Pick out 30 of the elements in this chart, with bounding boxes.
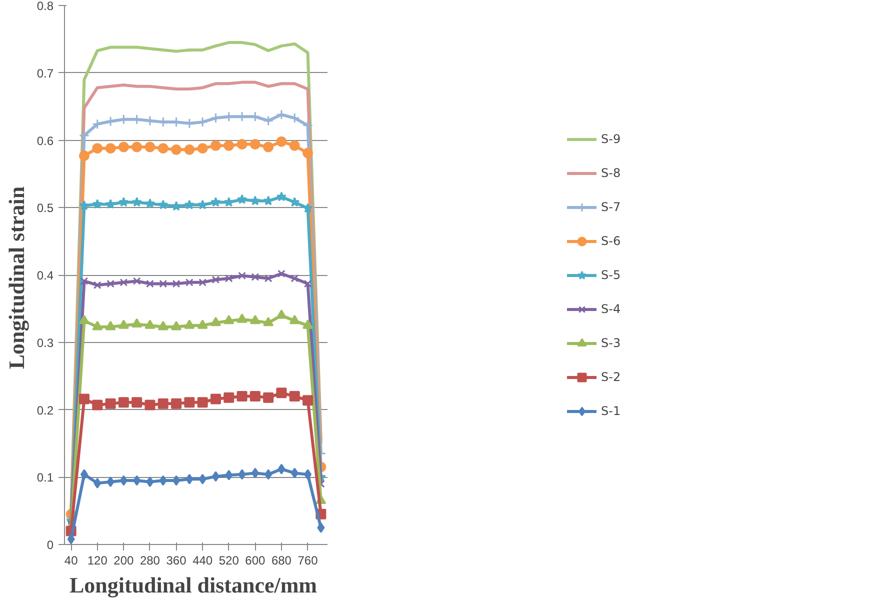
legend-label: S-8: [601, 166, 622, 180]
legend-label: S-7: [601, 200, 622, 214]
x-tick-label: 760: [298, 554, 318, 568]
y-tick-label: 0.7: [36, 66, 54, 80]
x-tick-label: 600: [245, 554, 266, 568]
x-axis-title: Longitudinal distance/mm: [69, 572, 318, 598]
x-tick-label: 520: [218, 554, 240, 568]
y-axis-title: Longitudinal strain: [4, 186, 29, 370]
legend-label: S-3: [601, 336, 622, 350]
legend-label: S-1: [601, 404, 622, 418]
x-tick-label: 120: [87, 554, 108, 568]
y-tick-label: 0.1: [36, 470, 54, 485]
y-tick-label: 0.2: [36, 403, 54, 418]
y-tick-label: 0.6: [36, 134, 54, 148]
x-tick-label: 360: [166, 554, 187, 568]
y-tick-label: 0.8: [36, 0, 54, 13]
y-tick-label: 0.5: [36, 201, 54, 216]
x-tick-label: 680: [271, 554, 292, 568]
legend-label: S-9: [601, 132, 622, 146]
y-tick-label: 0.4: [36, 268, 54, 282]
x-tick-label: 440: [192, 554, 213, 568]
legend-label: S-6: [601, 234, 622, 248]
legend-label: S-2: [601, 370, 622, 384]
x-tick-label: 200: [114, 554, 134, 568]
legend-label: S-4: [601, 302, 622, 316]
x-tick-label: 280: [140, 554, 160, 568]
legend-label: S-5: [601, 268, 622, 282]
y-tick-label: 0: [46, 538, 54, 552]
y-tick-label: 0.3: [36, 336, 54, 350]
x-tick-label: 40: [64, 554, 78, 568]
